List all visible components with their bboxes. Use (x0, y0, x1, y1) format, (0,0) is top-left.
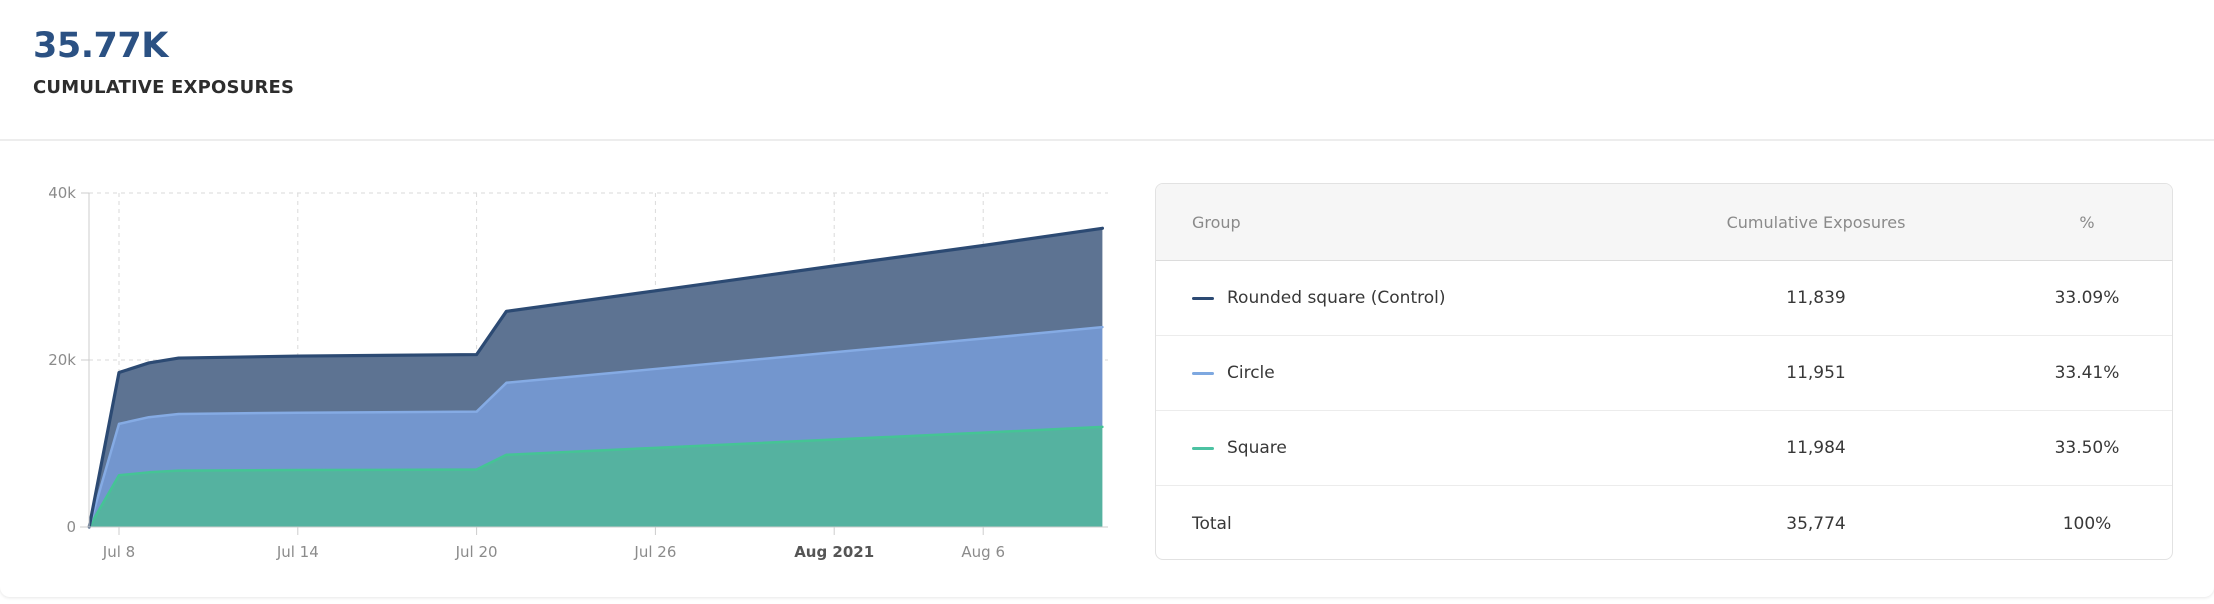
exposures-cell: 35,774 (1786, 513, 1846, 534)
group-label: Square (1227, 438, 1287, 458)
exposures-cell: 11,839 (1786, 288, 1846, 308)
percent-cell: 33.50% (2054, 438, 2120, 458)
legend-dash-icon (1192, 446, 1214, 450)
group-cell: Square (1156, 438, 1630, 458)
x-tick-label: Jul 8 (102, 543, 135, 561)
legend-dash-icon (1192, 296, 1214, 300)
y-tick-label: 40k (48, 184, 76, 202)
chart-canvas[interactable]: 0 20k 40k Jul 8 Jul 14 Jul 20 Jul 26 Aug 2021 Au… (0, 140, 1125, 597)
column-header-group: Group (1192, 212, 1241, 232)
group-label: Rounded square (Control) (1227, 288, 1446, 308)
table-header-row: Group Cumulative Exposures % (1156, 184, 2172, 261)
group-cell: Total (1156, 514, 1630, 534)
y-tick-label: 0 (66, 518, 76, 536)
table-body: Rounded square (Control) 11,839 33.09% Circ… (1156, 261, 2172, 559)
x-tick-label: Jul 14 (276, 543, 319, 561)
series-line-circle (87, 325, 1104, 529)
x-tick-label: Jul 26 (633, 543, 676, 561)
y-tick-label: 20k (48, 351, 76, 369)
x-tick-label: Jul 20 (455, 543, 498, 561)
group-summary-table: Group Cumulative Exposures % Rounded squ… (1155, 183, 2173, 560)
table-row-total: Total 35,774 100% (1156, 486, 2172, 559)
area-band-square (89, 426, 1103, 527)
legend-dash-icon (1192, 371, 1214, 375)
group-label: Circle (1227, 363, 1275, 383)
percent-cell: 33.41% (2054, 363, 2120, 383)
x-tick-label: Aug 6 (961, 543, 1005, 561)
percent-cell: 100% (2062, 513, 2112, 534)
cumulative-exposures-value: 35.77K (33, 26, 168, 66)
table-row[interactable]: Square 11,984 33.50% (1156, 411, 2172, 486)
panel-header: 35.77K CUMULATIVE EXPOSURES (0, 0, 2214, 141)
table-row[interactable]: Rounded square (Control) 11,839 33.09% (1156, 261, 2172, 336)
column-header-cumulative-exposures: Cumulative Exposures (1726, 212, 1906, 232)
stacked-area-chart[interactable]: 0 20k 40k Jul 8 Jul 14 Jul 20 Jul 26 Aug 2021 Au… (0, 140, 1125, 597)
series-line-square (87, 425, 1104, 529)
group-cell: Circle (1156, 363, 1630, 383)
group-label: Total (1192, 513, 1232, 534)
area-band-circle (89, 327, 1103, 527)
exposures-cell: 11,951 (1786, 363, 1846, 383)
area-band-rounded-square-control- (89, 228, 1103, 527)
x-tick-label: Aug 2021 (794, 543, 874, 561)
percent-cell: 33.09% (2054, 288, 2120, 308)
column-header-percent: % (2079, 212, 2095, 232)
table-row[interactable]: Circle 11,951 33.41% (1156, 336, 2172, 411)
exposures-cell: 11,984 (1786, 438, 1846, 458)
group-cell: Rounded square (Control) (1156, 288, 1630, 308)
series-line-rounded-square-control- (87, 226, 1104, 529)
cumulative-exposures-label: CUMULATIVE EXPOSURES (33, 77, 295, 98)
